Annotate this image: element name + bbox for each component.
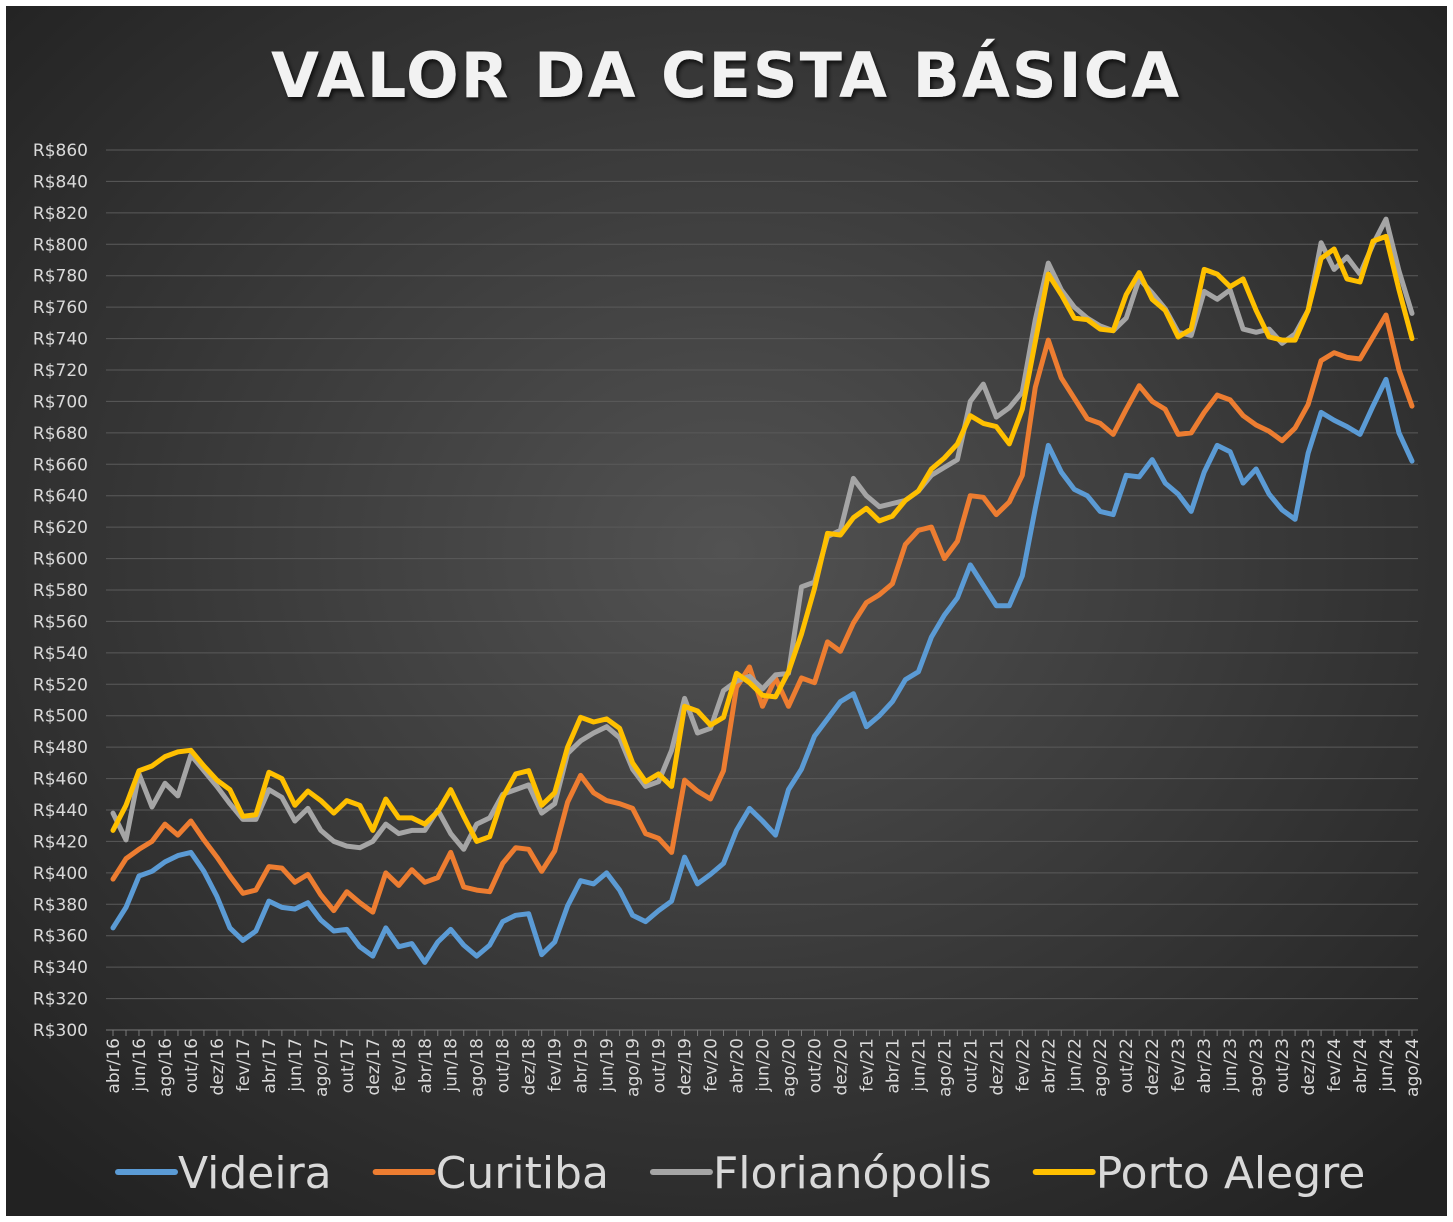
- x-tick-label: ago/24: [1403, 1038, 1423, 1097]
- x-tick-label: dez/20: [831, 1038, 851, 1096]
- y-tick-label: R$820: [33, 204, 88, 224]
- y-tick-label: R$840: [33, 172, 88, 192]
- y-tick-label: R$580: [33, 581, 88, 601]
- x-tick-label: ago/21: [935, 1038, 955, 1097]
- x-tick-label: jun/24: [1377, 1038, 1397, 1093]
- y-tick-label: R$460: [33, 770, 88, 790]
- chart-title: VALOR DA CESTA BÁSICA: [271, 39, 1181, 112]
- x-tick-label: fev/20: [702, 1038, 722, 1092]
- x-tick-label: dez/21: [987, 1038, 1007, 1096]
- legend-label: Florianópolis: [713, 1148, 992, 1199]
- y-tick-label: R$320: [33, 990, 88, 1010]
- y-tick-label: R$340: [33, 958, 88, 978]
- legend-label: Porto Alegre: [1096, 1148, 1366, 1199]
- y-tick-label: R$640: [33, 487, 88, 507]
- x-tick-label: ago/20: [779, 1038, 799, 1097]
- y-tick-label: R$860: [33, 141, 88, 161]
- x-tick-label: jun/21: [909, 1038, 929, 1093]
- x-tick-label: dez/18: [520, 1038, 540, 1096]
- x-tick-label: abr/24: [1351, 1038, 1371, 1094]
- y-tick-label: R$380: [33, 895, 88, 915]
- x-tick-label: fev/19: [546, 1038, 566, 1092]
- x-tick-label: ago/19: [624, 1038, 644, 1097]
- y-tick-label: R$480: [33, 738, 88, 758]
- x-tick-label: out/20: [805, 1038, 825, 1093]
- x-tick-label: dez/23: [1299, 1038, 1319, 1096]
- x-tick-label: dez/22: [1143, 1038, 1163, 1096]
- chart-background: [6, 6, 1447, 1216]
- x-tick-label: jun/23: [1221, 1038, 1241, 1093]
- x-tick-label: out/18: [494, 1038, 514, 1093]
- x-tick-label: ago/18: [468, 1038, 488, 1097]
- x-tick-label: out/21: [961, 1038, 981, 1093]
- x-tick-label: jun/16: [130, 1038, 150, 1093]
- x-tick-label: jun/17: [286, 1038, 306, 1093]
- y-tick-label: R$540: [33, 644, 88, 664]
- y-tick-label: R$800: [33, 235, 88, 255]
- y-tick-label: R$360: [33, 927, 88, 947]
- series-line: [110, 376, 1415, 965]
- legend-label: Curitiba: [436, 1148, 609, 1199]
- y-tick-label: R$760: [33, 298, 88, 318]
- y-tick-label: R$300: [33, 1021, 88, 1041]
- x-tick-label: ago/16: [156, 1038, 176, 1097]
- x-tick-label: abr/23: [1195, 1038, 1215, 1094]
- x-tick-label: out/16: [182, 1038, 202, 1093]
- x-tick-label: fev/24: [1325, 1038, 1345, 1092]
- x-tick-label: out/22: [1117, 1038, 1137, 1093]
- x-tick-label: fev/21: [857, 1038, 877, 1092]
- x-tick-label: ago/23: [1247, 1038, 1267, 1097]
- y-tick-label: R$600: [33, 550, 88, 570]
- x-tick-label: fev/17: [234, 1038, 254, 1092]
- y-tick-label: R$740: [33, 330, 88, 350]
- y-tick-label: R$720: [33, 361, 88, 381]
- y-tick-label: R$660: [33, 455, 88, 475]
- x-tick-label: abr/16: [104, 1038, 124, 1094]
- x-tick-label: fev/18: [390, 1038, 410, 1092]
- x-tick-label: abr/20: [728, 1038, 748, 1094]
- y-tick-label: R$500: [33, 707, 88, 727]
- y-tick-label: R$680: [33, 424, 88, 444]
- x-tick-label: dez/19: [676, 1038, 696, 1096]
- x-tick-label: dez/17: [364, 1038, 384, 1096]
- x-tick-label: ago/17: [312, 1038, 332, 1097]
- y-tick-label: R$560: [33, 612, 88, 632]
- x-tick-label: abr/22: [1039, 1038, 1059, 1094]
- y-tick-label: R$620: [33, 518, 88, 538]
- y-tick-label: R$420: [33, 832, 88, 852]
- x-tick-label: out/23: [1273, 1038, 1293, 1093]
- y-tick-label: R$440: [33, 801, 88, 821]
- x-tick-label: jun/19: [598, 1038, 618, 1093]
- x-tick-label: ago/22: [1091, 1038, 1111, 1097]
- series-line: [110, 312, 1415, 915]
- x-tick-label: out/17: [338, 1038, 358, 1093]
- x-tick-label: jun/20: [754, 1038, 774, 1093]
- x-tick-label: jun/18: [442, 1038, 462, 1093]
- x-tick-label: abr/19: [572, 1038, 592, 1094]
- x-tick-label: out/19: [650, 1038, 670, 1093]
- y-tick-label: R$700: [33, 392, 88, 412]
- legend-label: Videira: [178, 1148, 332, 1199]
- x-tick-label: abr/18: [416, 1038, 436, 1094]
- x-tick-label: fev/22: [1013, 1038, 1033, 1092]
- x-tick-label: abr/21: [883, 1038, 903, 1094]
- x-tick-label: jun/22: [1065, 1038, 1085, 1093]
- y-tick-label: R$520: [33, 675, 88, 695]
- y-tick-label: R$400: [33, 864, 88, 884]
- y-tick-label: R$780: [33, 267, 88, 287]
- x-tick-label: dez/16: [208, 1038, 228, 1096]
- x-tick-label: fev/23: [1169, 1038, 1189, 1092]
- series-line: [110, 233, 1415, 844]
- x-tick-label: abr/17: [260, 1038, 280, 1094]
